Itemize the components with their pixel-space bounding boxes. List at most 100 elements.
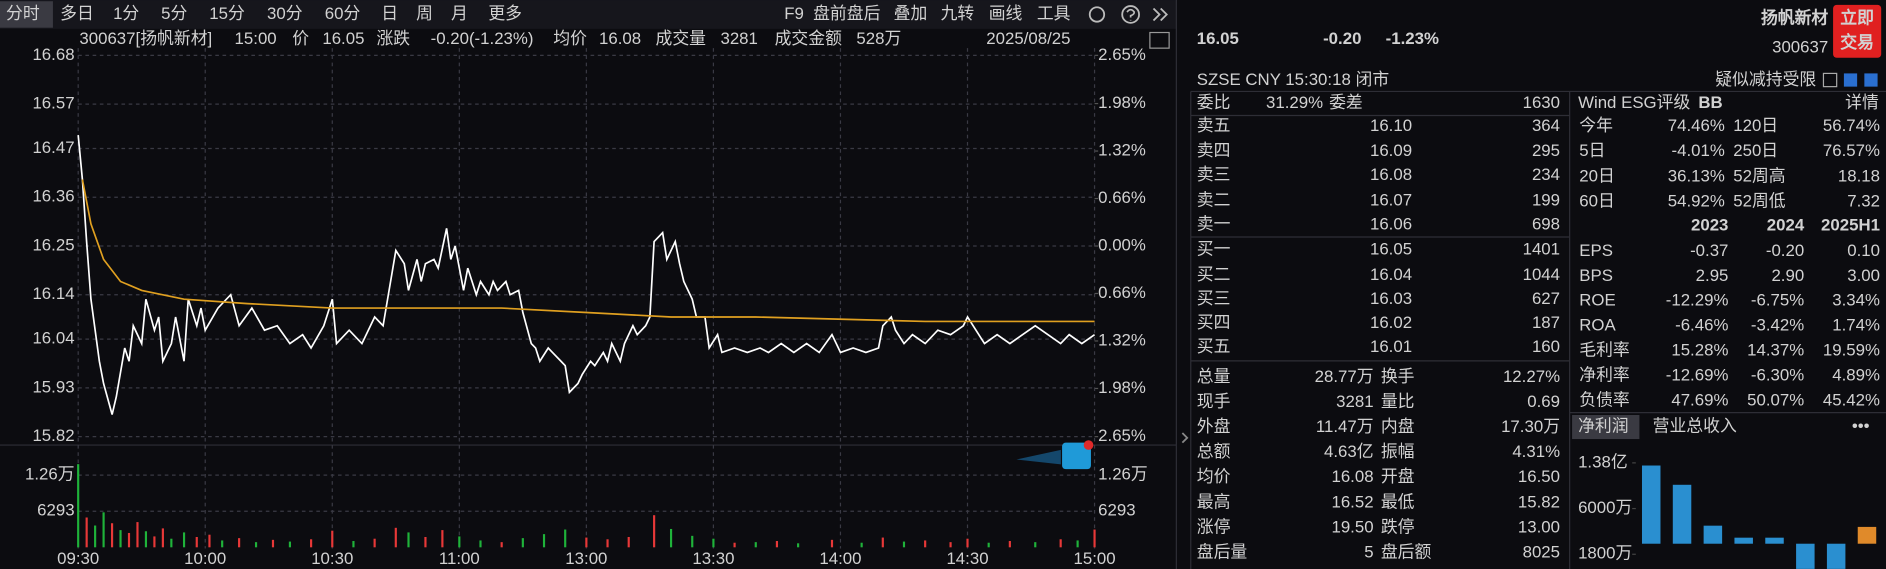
ob-level-volume: 364	[1532, 116, 1560, 135]
gear-icon[interactable]	[1088, 6, 1106, 23]
expand-icon[interactable]	[1152, 7, 1168, 22]
perf-value: 74.46%	[1668, 116, 1725, 135]
esg-label: Wind ESG评级	[1578, 93, 1690, 112]
tab[interactable]: 5分	[161, 4, 187, 23]
ob-level-volume: 187	[1532, 313, 1560, 332]
ob-level-label: 买一	[1197, 240, 1231, 259]
widget-box[interactable]	[1062, 442, 1091, 470]
more-icon[interactable]: •••	[1852, 416, 1870, 435]
copy-icon[interactable]	[1843, 73, 1858, 87]
perf-label: 250日	[1733, 141, 1778, 160]
tab-selected-bg	[0, 1, 53, 28]
y-tick-label: 16.57	[32, 94, 74, 113]
volume-bar	[424, 536, 427, 548]
y-tick-label: 1.26万	[25, 465, 75, 484]
info-field: 16.05	[322, 29, 364, 48]
volume-bar	[458, 536, 461, 548]
tab[interactable]: 15分	[209, 4, 245, 23]
y-tick-label: 15.93	[32, 377, 74, 396]
trade-button-text: 交易	[1840, 32, 1874, 52]
edit-icon[interactable]	[1822, 72, 1838, 88]
y2-tick-label: 1.98%	[1098, 93, 1146, 112]
perf-label: 5日	[1579, 141, 1605, 160]
tool-button[interactable]: 九转	[941, 4, 975, 23]
tab[interactable]: 分时	[6, 4, 40, 23]
stat-label: 外盘	[1197, 417, 1231, 436]
wp-icon[interactable]	[1149, 31, 1170, 49]
tab[interactable]: 更多	[488, 4, 522, 23]
toolbar-icons[interactable]	[1088, 5, 1168, 24]
volume-bar	[238, 538, 241, 548]
info-field: 成交量	[656, 29, 707, 48]
fin-tab-selected-bg	[1572, 415, 1640, 440]
y-tick-label: 16.36	[32, 187, 74, 206]
ob-level-price: 16.01	[1370, 337, 1412, 356]
volume-bar	[881, 537, 884, 548]
tab[interactable]: 日	[381, 4, 398, 23]
stat-label: 盘后额	[1381, 542, 1432, 561]
volume-bar	[521, 538, 524, 548]
perf-label: 今年	[1579, 116, 1613, 135]
fin-label: 净利率	[1579, 365, 1629, 384]
volume-bar	[310, 539, 313, 548]
tool-button[interactable]: 盘前盘后	[813, 4, 880, 23]
y-tick-label: 16.25	[32, 235, 74, 254]
volume-bar	[500, 542, 503, 548]
fin-value: -0.37	[1690, 241, 1728, 260]
perf-value: 56.74%	[1823, 116, 1880, 135]
fin-tab[interactable]: 净利润	[1578, 416, 1628, 435]
volume-bar	[754, 542, 757, 548]
ob-level-volume: 199	[1532, 190, 1560, 209]
stat-label: 现手	[1197, 392, 1231, 411]
volume-bar	[1093, 529, 1096, 548]
ob-level-label: 买三	[1197, 289, 1231, 308]
add-icon[interactable]	[1864, 73, 1878, 87]
perf-label: 52周低	[1733, 192, 1786, 211]
info-field: 涨跌	[376, 29, 410, 48]
tool-button[interactable]: F9	[784, 4, 804, 23]
help-icon[interactable]	[1121, 5, 1140, 24]
perf-value: 18.18	[1838, 166, 1880, 185]
tab[interactable]: 1分	[113, 4, 139, 23]
y2-tick-label: 6293	[1098, 501, 1135, 520]
tab[interactable]: 30分	[267, 4, 303, 23]
help-mark	[1126, 8, 1136, 21]
bar	[1734, 537, 1753, 544]
ob-level-label: 卖二	[1197, 190, 1231, 209]
tool-button[interactable]: 工具	[1037, 4, 1071, 23]
perf-label: 120日	[1733, 116, 1778, 135]
volume-bar	[144, 531, 148, 548]
fin-tab[interactable]: 营业总收入	[1653, 416, 1737, 435]
fin-value: 19.59%	[1823, 340, 1880, 359]
tab[interactable]: 周	[416, 4, 433, 23]
stat-value: 3281	[1336, 392, 1373, 411]
fin-value: 45.42%	[1823, 390, 1880, 409]
y2-tick-label: 0.66%	[1098, 283, 1146, 302]
stat-value: 28.77万	[1315, 367, 1374, 386]
bar	[1857, 526, 1877, 544]
tab[interactable]: 多日	[60, 4, 94, 23]
esg-detail[interactable]: 详情	[1845, 93, 1879, 112]
volume-bar	[221, 540, 224, 548]
trade-button[interactable]	[1833, 4, 1882, 58]
stat-value: 16.08	[1331, 467, 1373, 486]
tab[interactable]: 60分	[325, 4, 361, 23]
header-icons[interactable]	[1822, 72, 1878, 88]
collapse-arrow[interactable]	[1181, 432, 1189, 444]
volume-bar	[775, 541, 779, 548]
ob-value: 31.29%	[1266, 93, 1323, 112]
x-tick-label: 13:30	[692, 549, 734, 568]
volume-bar	[987, 542, 990, 548]
info-field: -0.20(-1.23%)	[431, 29, 534, 48]
tab[interactable]: 月	[451, 4, 468, 23]
info-field: 均价	[553, 29, 587, 48]
float-widget[interactable]	[1016, 440, 1094, 470]
tool-button[interactable]: 叠加	[894, 4, 928, 23]
stat-value: 4.63亿	[1324, 442, 1374, 461]
bar	[1703, 525, 1723, 544]
stat-value: 12.27%	[1503, 367, 1560, 386]
bar	[1672, 484, 1692, 544]
volume-bar	[479, 540, 482, 548]
stat-label: 跌停	[1381, 517, 1415, 536]
tool-button[interactable]: 画线	[989, 4, 1023, 23]
